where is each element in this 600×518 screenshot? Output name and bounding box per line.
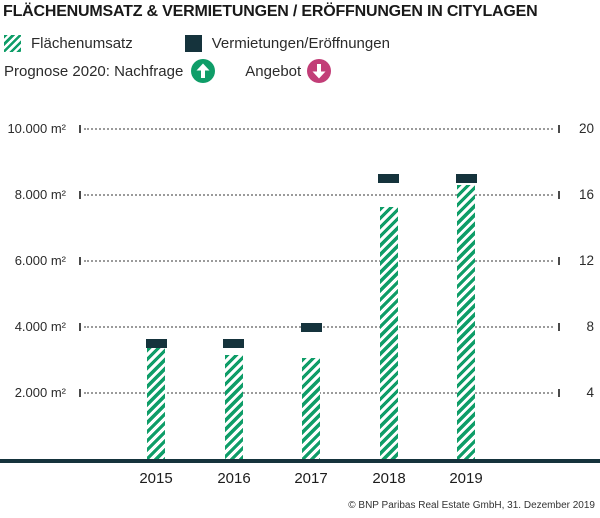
vermietungen-swatch-icon — [184, 34, 202, 52]
gridline — [84, 128, 553, 130]
year-label: 2015 — [139, 470, 173, 487]
legend-label-vermietungen: Vermietungen/Eröffnungen — [211, 34, 390, 52]
right-axis-label: 4 — [586, 385, 594, 400]
left-axis-tick — [79, 191, 81, 199]
left-axis-label: 2.000 m² — [14, 385, 66, 400]
flaechenumsatz-bar — [457, 185, 475, 459]
legend-label-flaechenumsatz: Flächenumsatz — [31, 34, 133, 52]
flaechenumsatz-bar — [147, 339, 165, 459]
left-axis-tick — [79, 323, 81, 331]
flaechenumsatz-bar — [302, 358, 320, 459]
left-axis-tick — [79, 257, 81, 265]
left-axis-tick — [79, 389, 81, 397]
gridline — [84, 194, 553, 196]
arrow-up-circle-icon — [191, 59, 216, 83]
right-axis-tick — [558, 323, 560, 331]
chart-title: FLÄCHENUMSATZ & VERMIETUNGEN / ERÖFFNUNG… — [3, 3, 538, 20]
left-axis-tick — [79, 125, 81, 133]
copyright-note: © BNP Paribas Real Estate GmbH, 31. Deze… — [348, 500, 595, 511]
flaechenumsatz-bar — [380, 207, 398, 459]
year-label: 2017 — [294, 470, 328, 487]
forecast-demand-label: Prognose 2020: Nachfrage — [4, 62, 184, 80]
arrow-down-circle-icon — [307, 59, 332, 83]
right-axis-tick — [558, 389, 560, 397]
flaechenumsatz-bar — [225, 355, 243, 459]
right-axis-tick — [558, 257, 560, 265]
vermietungen-marker — [378, 174, 399, 183]
year-label: 2019 — [449, 470, 483, 487]
gridline — [84, 260, 553, 262]
left-axis-label: 6.000 m² — [14, 253, 66, 268]
year-label: 2018 — [372, 470, 406, 487]
vermietungen-marker — [223, 339, 244, 348]
year-label: 2016 — [217, 470, 251, 487]
flaechenumsatz-hatch-swatch-icon — [4, 34, 21, 52]
right-axis-tick — [558, 125, 560, 133]
left-axis-label: 8.000 m² — [14, 187, 66, 202]
vermietungen-marker — [146, 339, 167, 348]
right-axis-tick — [558, 191, 560, 199]
legend: Flächenumsatz Vermietungen/Eröffnungen — [4, 34, 390, 52]
vermietungen-marker — [456, 174, 477, 183]
right-axis-label: 16 — [578, 187, 594, 202]
left-axis-label: 4.000 m² — [14, 319, 66, 334]
x-axis-line — [0, 459, 600, 463]
right-axis-label: 8 — [586, 319, 594, 334]
vermietungen-marker — [301, 323, 322, 332]
right-axis-label: 12 — [578, 253, 594, 268]
forecast-supply-label: Angebot — [245, 62, 302, 80]
left-axis-label: 10.000 m² — [7, 121, 66, 136]
forecast-row: Prognose 2020: Nachfrage Angebot — [4, 58, 332, 84]
right-axis-label: 20 — [578, 121, 594, 136]
